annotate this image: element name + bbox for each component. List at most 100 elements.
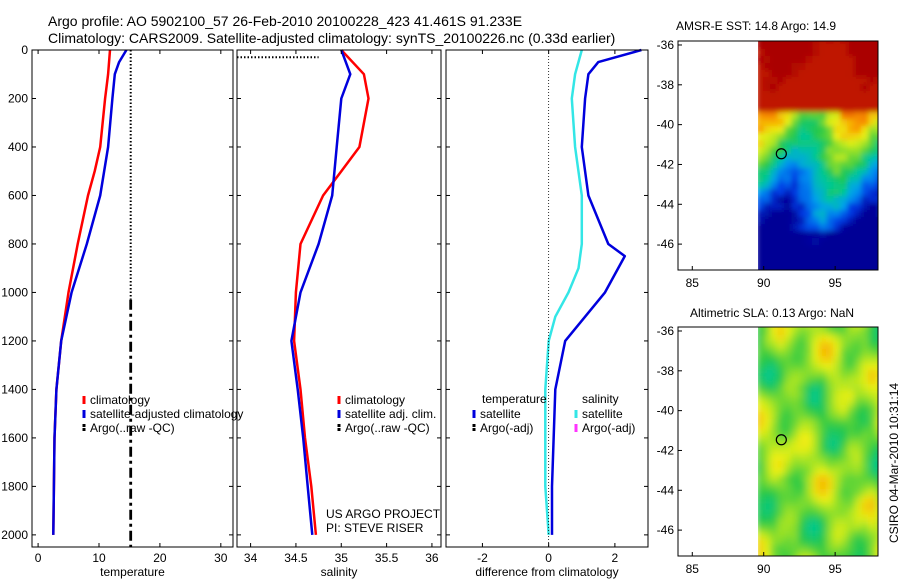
map-cell <box>812 210 820 218</box>
map-cell <box>784 161 792 169</box>
map-cell <box>805 112 813 120</box>
map-cell <box>777 273 785 281</box>
map-cell <box>819 245 827 253</box>
map-cell <box>798 384 806 392</box>
map-cell <box>777 224 785 232</box>
map-cell <box>763 524 771 532</box>
map-cell <box>805 168 813 176</box>
map-cell <box>770 203 778 211</box>
map-cell <box>847 168 855 176</box>
map-cell <box>819 482 827 490</box>
map-cell <box>777 49 785 57</box>
map-cell <box>861 273 869 281</box>
map-cell <box>805 84 813 92</box>
map-cell <box>819 545 827 553</box>
map-cell <box>854 440 862 448</box>
map-cell <box>882 433 890 441</box>
map-cell <box>854 412 862 420</box>
map-cell <box>854 168 862 176</box>
map-cell <box>868 196 876 204</box>
map-cell <box>847 210 855 218</box>
map-cell <box>854 363 862 371</box>
map-cell <box>777 98 785 106</box>
map-cell <box>840 238 848 246</box>
map-cell <box>833 98 841 106</box>
map-cell <box>840 231 848 239</box>
map-cell <box>882 503 890 511</box>
map-cell <box>833 161 841 169</box>
map-cell <box>805 468 813 476</box>
y-tick-label: -38 <box>657 364 675 378</box>
map-cell <box>798 524 806 532</box>
map-cell <box>861 70 869 78</box>
map-cell <box>854 42 862 50</box>
map-cell <box>854 252 862 260</box>
map-cell <box>861 98 869 106</box>
map-cell <box>875 517 878 525</box>
map-cell <box>833 545 841 553</box>
map-cell <box>833 175 841 183</box>
map-cell <box>826 545 834 553</box>
map-cell <box>819 370 827 378</box>
map-cell <box>882 119 890 127</box>
map-cell <box>819 335 827 343</box>
map-cell <box>826 140 834 148</box>
map-cell <box>805 231 813 239</box>
map-cell <box>798 482 806 490</box>
map-cell <box>854 98 862 106</box>
map-cell <box>798 49 806 57</box>
map-cell <box>791 503 799 511</box>
map-cell <box>784 140 792 148</box>
map-cell <box>819 447 827 455</box>
map-cell <box>868 41 876 43</box>
map-cell <box>784 391 792 399</box>
map-cell <box>854 531 862 539</box>
map-cell <box>847 63 855 71</box>
x-tick-label: 34.5 <box>284 551 308 565</box>
map-cell <box>826 440 834 448</box>
map-cell <box>847 161 855 169</box>
map-cell <box>833 231 841 239</box>
map-cell <box>847 405 855 413</box>
map-cell <box>854 63 862 71</box>
map-cell <box>868 440 876 448</box>
map-cell <box>882 126 890 134</box>
map-cell <box>763 335 771 343</box>
map-cell <box>758 175 764 183</box>
map-cell <box>798 552 806 556</box>
map-cell <box>868 447 876 455</box>
map-cell <box>763 91 771 99</box>
map-cell <box>798 41 806 43</box>
map-cell <box>833 510 841 518</box>
map-cell <box>882 77 890 85</box>
map-cell <box>798 273 806 281</box>
map-cell <box>847 266 855 270</box>
map-cell <box>791 531 799 539</box>
map-cell <box>819 489 827 497</box>
map-cell <box>819 126 827 134</box>
map-cell <box>847 238 855 246</box>
map-cell <box>840 98 848 106</box>
map-cell <box>826 356 834 364</box>
map-cell <box>840 168 848 176</box>
map-cell <box>784 496 792 504</box>
map-cell <box>819 377 827 385</box>
map-cell <box>854 433 862 441</box>
map-cell <box>763 489 771 497</box>
map-cell <box>791 419 799 427</box>
map-cell <box>770 70 778 78</box>
map-cell <box>875 482 878 490</box>
map-cell <box>805 119 813 127</box>
map-cell <box>777 440 785 448</box>
map-cell <box>770 517 778 525</box>
map-cell <box>784 328 792 336</box>
map-cell <box>847 447 855 455</box>
map-cell <box>854 419 862 427</box>
sla-map-title: Altimetric SLA: 0.13 Argo: NaN <box>690 306 855 320</box>
map-cell <box>812 175 820 183</box>
map-cell <box>777 259 785 267</box>
map-cell <box>868 119 876 127</box>
map-cell <box>777 475 785 483</box>
map-cell <box>798 327 806 329</box>
map-cell <box>758 489 764 497</box>
